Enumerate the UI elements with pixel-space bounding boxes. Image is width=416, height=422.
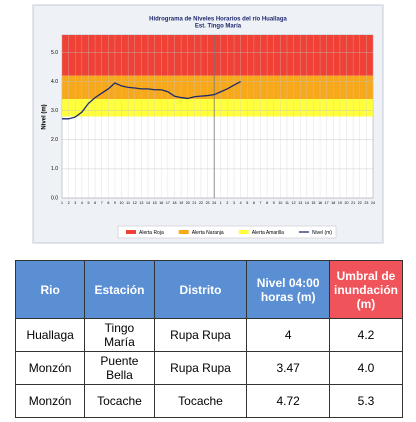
x-tick-label: 4 [240, 201, 242, 205]
data-table: Rio Estación Distrito Nivel 04:00 horas (m)… [14, 260, 404, 418]
table-cell: 5.3 [328, 384, 404, 418]
table-row: Monzón Puente Bella Rupa Rupa 3.47 4.0 [14, 351, 404, 385]
legend-label: Alerta Amarilla [252, 230, 284, 236]
table-cell: Monzón [14, 351, 86, 385]
table-cell: 4 [246, 318, 330, 352]
x-tick-label: 14 [305, 201, 309, 205]
y-tick-label: 2.0 [51, 137, 58, 143]
alert-band [62, 99, 373, 117]
chart-subtitle: Est. Tingo María [195, 24, 242, 30]
alert-band [62, 75, 373, 100]
alert-band [62, 35, 373, 76]
x-tick-label: 1 [220, 201, 222, 205]
y-tick-label: 4.0 [51, 79, 58, 85]
y-axis-label: Nivel (m) [42, 104, 48, 129]
x-tick-label: 15 [311, 201, 315, 205]
table-cell: Monzón [14, 384, 86, 418]
x-tick-label: 3 [74, 201, 76, 205]
chart-title: Hidrograma de Niveles Horarios del río H… [149, 17, 287, 23]
x-tick-label: 21 [192, 201, 196, 205]
x-tick-label: 13 [139, 201, 143, 205]
x-tick-label: 6 [94, 201, 96, 205]
x-tick-label: 9 [114, 201, 116, 205]
x-tick-label: 11 [285, 201, 289, 205]
x-tick-label: 6 [253, 201, 255, 205]
x-tick-label: 2 [226, 201, 228, 205]
x-tick-label: 5 [87, 201, 89, 205]
x-tick-label: 18 [331, 201, 335, 205]
x-tick-label: 21 [351, 201, 355, 205]
table-cell: 3.47 [246, 351, 330, 385]
y-tick-label: 5.0 [51, 50, 58, 56]
series-line [62, 80, 241, 120]
legend-label: Nivel (m) [312, 230, 332, 236]
x-tick-label: 7 [101, 201, 103, 205]
x-tick-label: 24 [371, 201, 375, 205]
y-tick-label: 1.0 [51, 166, 58, 172]
table-cell: 4.0 [328, 351, 404, 385]
x-tick-label: 10 [278, 201, 282, 205]
table-cell: Puente Bella [84, 351, 155, 385]
x-tick-label: 20 [186, 201, 190, 205]
table-cell: Rupa Rupa [153, 351, 248, 385]
x-tick-label: 19 [338, 201, 342, 205]
x-tick-label: 24 [212, 201, 216, 205]
header-cell: Umbral de inundación (m) [328, 260, 404, 319]
x-tick-label: 18 [172, 201, 176, 205]
x-tick-label: 5 [246, 201, 248, 205]
header-cell: Nivel 04:00 horas (m) [246, 260, 330, 319]
x-tick-label: 11 [126, 201, 130, 205]
x-tick-label: 2 [68, 201, 70, 205]
table-cell: 4.72 [246, 384, 330, 418]
legend-swatch [126, 230, 136, 234]
x-tick-label: 17 [325, 201, 329, 205]
x-tick-label: 12 [133, 201, 137, 205]
table-row: Monzón Tocache Tocache 4.72 5.3 [14, 384, 404, 418]
x-tick-label: 20 [345, 201, 349, 205]
x-tick-label: 23 [364, 201, 368, 205]
x-tick-label: 15 [153, 201, 157, 205]
x-tick-label: 12 [292, 201, 296, 205]
header-row: Rio Estación Distrito Nivel 04:00 horas (m)… [14, 260, 404, 319]
table-cell: Tingo María [84, 318, 155, 352]
table-cell: Rupa Rupa [153, 318, 248, 352]
table-cell: Huallaga [14, 318, 86, 352]
x-tick-label: 3 [233, 201, 235, 205]
x-tick-label: 9 [273, 201, 275, 205]
header-cell: Rio [14, 260, 86, 319]
x-tick-label: 19 [179, 201, 183, 205]
x-tick-label: 4 [81, 201, 83, 205]
x-tick-label: 1 [61, 201, 63, 205]
x-tick-label: 10 [120, 201, 124, 205]
table-cell: Tocache [84, 384, 155, 418]
x-tick-label: 7 [260, 201, 262, 205]
x-tick-label: 8 [107, 201, 109, 205]
x-tick-label: 22 [199, 201, 203, 205]
legend-swatch [238, 230, 249, 234]
x-tick-label: 23 [206, 201, 210, 205]
x-tick-label: 22 [358, 201, 362, 205]
legend-swatch [178, 230, 189, 234]
x-tick-label: 17 [166, 201, 170, 205]
table-row: Huallaga Tingo María Rupa Rupa 4 4.2 [14, 318, 404, 352]
x-tick-label: 8 [266, 201, 268, 205]
legend-box [117, 225, 337, 239]
x-tick-label: 16 [318, 201, 322, 205]
table-cell: Tocache [153, 384, 248, 418]
table-cell: 4.2 [328, 318, 404, 352]
y-tick-label: 3.0 [51, 108, 58, 114]
x-tick-label: 13 [298, 201, 302, 205]
legend-label: Alerta Naranja [192, 230, 224, 236]
header-cell: Distrito [153, 260, 248, 319]
legend-label: Alerta Roja [139, 230, 164, 236]
y-tick-label: 0.0 [51, 195, 58, 201]
x-tick-label: 14 [146, 201, 150, 205]
x-tick-label: 16 [159, 201, 163, 205]
header-cell: Estación [84, 260, 155, 319]
chart: Hidrograma de Niveles Horarios del río H… [32, 4, 384, 244]
